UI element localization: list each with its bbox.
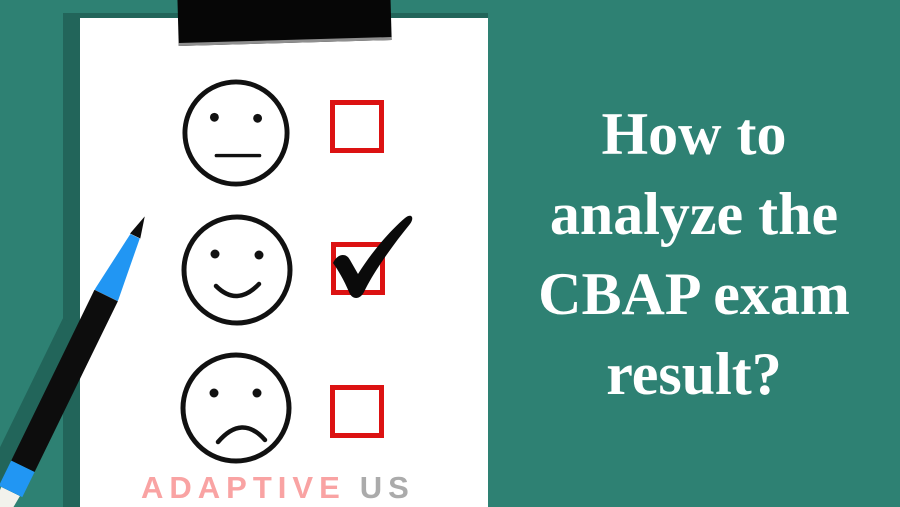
watermark-suffix: US (359, 470, 415, 505)
checkbox-neutral (330, 100, 384, 153)
headline: How to analyze the CBAP exam result? (488, 0, 900, 507)
sad-face-icon (180, 352, 292, 464)
headline-line-1: How to (601, 100, 787, 167)
checkbox-sad (330, 385, 384, 438)
happy-face-icon (181, 214, 293, 326)
neutral-face-icon (182, 79, 290, 187)
headline-line-4: result? (606, 340, 782, 407)
headline-line-3: CBAP exam (538, 260, 850, 327)
checkmark-icon (333, 215, 413, 298)
watermark-brand: ADAPTIVE (141, 470, 346, 505)
watermark-logo: ADAPTIVE US (141, 470, 415, 506)
clipboard-clip (177, 0, 392, 46)
headline-line-2: analyze the (549, 180, 839, 247)
